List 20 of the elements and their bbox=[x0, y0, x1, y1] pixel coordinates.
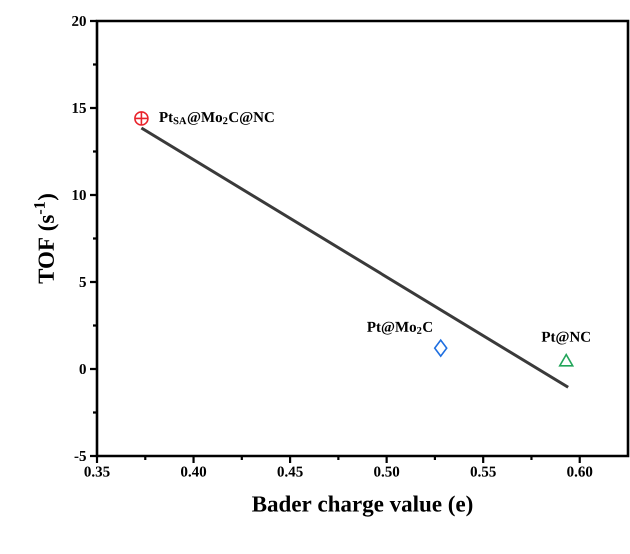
x-tick-label: 0.55 bbox=[470, 466, 496, 477]
series-label: Pt@NC bbox=[542, 332, 590, 345]
x-tick-label: 0.40 bbox=[181, 466, 206, 477]
series-label: Pt@Mo$_{2}$C bbox=[367, 322, 432, 335]
y-tick-label: 5 bbox=[80, 277, 86, 287]
x-tick-label: 0.35 bbox=[84, 466, 110, 477]
y-tick-label: 10 bbox=[72, 190, 86, 200]
point bbox=[558, 354, 574, 367]
y-tick-label: 20 bbox=[72, 16, 86, 26]
y-tick-label: 0 bbox=[80, 364, 86, 374]
series-label: Pt$_{SA}$@Mo$_{2}$C@NC bbox=[159, 112, 274, 125]
point bbox=[134, 111, 149, 126]
x-tick-label: 0.50 bbox=[374, 466, 400, 477]
y-tick-label: -5 bbox=[74, 451, 86, 461]
point bbox=[434, 339, 448, 357]
y-axis-title: TOF (s$^{-1}$) bbox=[34, 194, 59, 284]
x-tick-label: 0.60 bbox=[567, 466, 592, 477]
y-tick-label: 15 bbox=[72, 102, 86, 114]
x-axis-title: Bader charge value (e) bbox=[252, 496, 472, 517]
x-tick-label: 0.45 bbox=[278, 466, 303, 477]
